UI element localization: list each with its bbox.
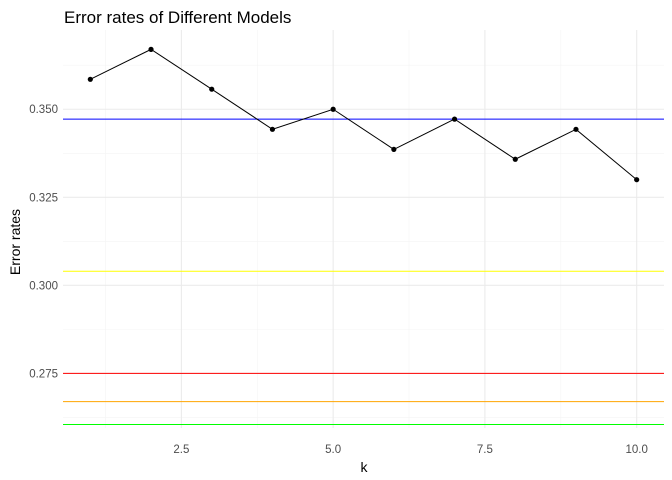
- x-axis-title: k: [361, 459, 369, 475]
- y-tick-label: 0.350: [29, 104, 58, 116]
- x-tick-label: 10.0: [625, 444, 647, 456]
- data-series: [87, 46, 640, 183]
- tick-labels: 2.5 5.0 7.5 10.0 0.275 0.300 0.325 0.350: [29, 104, 648, 456]
- y-tick-label: 0.325: [29, 192, 58, 204]
- data-point: [391, 146, 397, 152]
- x-tick-label: 5.0: [325, 444, 341, 456]
- data-point: [209, 86, 215, 92]
- data-point: [573, 126, 579, 132]
- y-axis-title: Error rates: [7, 209, 23, 275]
- reference-lines: [63, 118, 664, 425]
- data-point: [148, 46, 154, 52]
- data-point: [269, 126, 276, 132]
- data-point: [451, 116, 458, 122]
- chart-title: Error rates of Different Models: [64, 8, 291, 27]
- data-point: [87, 76, 93, 82]
- data-point: [512, 156, 518, 162]
- y-tick-label: 0.275: [29, 368, 58, 380]
- y-tick-label: 0.300: [29, 280, 58, 292]
- x-tick-label: 7.5: [477, 444, 493, 456]
- series-line: [90, 48, 637, 181]
- data-point: [634, 177, 640, 183]
- data-point: [330, 106, 336, 112]
- gridlines: [63, 30, 664, 428]
- x-tick-label: 2.5: [173, 444, 189, 456]
